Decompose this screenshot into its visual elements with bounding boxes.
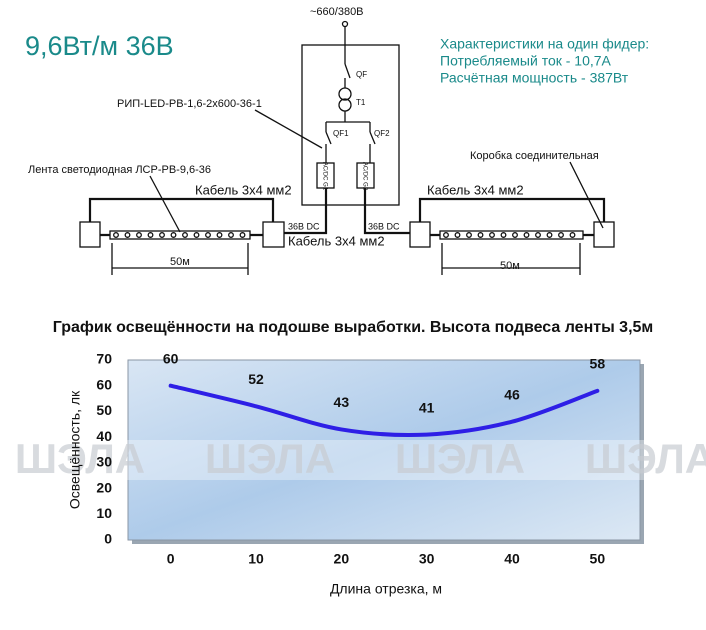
led xyxy=(512,232,518,238)
wire xyxy=(325,111,371,132)
leader xyxy=(149,175,181,233)
box xyxy=(262,221,285,248)
label: Лента светодиодная ЛСР-PB-9,6-36 xyxy=(28,164,211,176)
label: T1 xyxy=(356,98,366,107)
led xyxy=(159,232,165,238)
leds xyxy=(113,232,576,238)
data-label: 58 xyxy=(590,356,606,372)
x-tick-label: 20 xyxy=(334,551,350,567)
x-tick-label: 40 xyxy=(504,551,520,567)
dc-label: 36В DC xyxy=(288,221,320,231)
label: Коробка соединительная xyxy=(470,150,599,162)
plot-area xyxy=(127,359,641,541)
x-tick-label: 10 xyxy=(248,551,264,567)
cable xyxy=(88,188,606,237)
y-tick-label: 60 xyxy=(96,376,112,392)
y-axis-label: Освещённость, лк xyxy=(67,390,83,509)
leader xyxy=(254,109,323,149)
box xyxy=(79,221,101,248)
led xyxy=(228,232,234,238)
spec: Расчётная мощность - 387Вт xyxy=(440,70,629,86)
led xyxy=(239,232,246,238)
heading: 9,6Вт/м 36В xyxy=(25,31,174,61)
terminal xyxy=(341,20,349,28)
dimension xyxy=(111,243,581,275)
led xyxy=(443,232,449,238)
y-tick-label: 10 xyxy=(96,505,112,521)
led xyxy=(454,232,461,238)
led xyxy=(193,232,200,238)
watermark-text: ШЭЛА xyxy=(585,435,706,482)
led xyxy=(170,232,177,238)
data-label: 60 xyxy=(163,350,179,366)
diagram: 9,6Вт/м 36В Характеристики на один фидер… xyxy=(25,6,649,275)
spec: Характеристики на один фидер: xyxy=(440,36,649,52)
breaker xyxy=(344,63,351,79)
led xyxy=(113,232,119,238)
spec: Потребляемый ток - 10,7А xyxy=(440,53,612,69)
watermark-text: ШЭЛА xyxy=(205,435,335,482)
cable-label: Кабель 3х4 мм2 xyxy=(427,182,524,197)
y-tick-label: 40 xyxy=(96,428,112,444)
led xyxy=(558,232,564,238)
data-label: 43 xyxy=(334,394,350,410)
breaker xyxy=(325,131,376,163)
watermark: ШЭЛА ШЭЛА ШЭЛА ШЭЛА xyxy=(0,435,706,482)
y-tick-label: 0 xyxy=(104,531,112,547)
psu-label: AC/DC G2 xyxy=(361,162,367,191)
led xyxy=(136,232,142,238)
x-tick-label: 30 xyxy=(419,551,435,567)
led xyxy=(182,232,188,238)
x-axis-label: Длина отрезка, м xyxy=(330,581,442,597)
data-label: 52 xyxy=(248,371,264,387)
cable-label: Кабель 3х4 мм2 xyxy=(288,233,385,248)
led xyxy=(466,232,472,238)
led xyxy=(535,232,541,238)
y-tick-label: 70 xyxy=(96,351,112,367)
supply: ~660/380В xyxy=(310,6,364,18)
chart-title: График освещённости на подошве выработки… xyxy=(53,319,654,336)
cabinet xyxy=(301,44,400,206)
label: QF xyxy=(356,70,367,79)
watermark-text: ШЭЛА xyxy=(395,435,525,482)
data-label: 46 xyxy=(504,386,520,402)
led xyxy=(477,232,484,238)
led xyxy=(489,232,495,238)
y-tick-label: 20 xyxy=(96,479,112,495)
box xyxy=(593,221,615,248)
led xyxy=(124,232,131,238)
led xyxy=(569,232,576,238)
label: РИП-LED-PB-1,6-2x600-36-1 xyxy=(117,98,262,110)
x-tick-label: 50 xyxy=(590,551,606,567)
length: 50м xyxy=(500,260,520,272)
length: 50м xyxy=(170,256,190,268)
dc-label: 36В DC xyxy=(368,221,400,231)
label: QF1 xyxy=(333,129,349,138)
box xyxy=(409,221,431,248)
led xyxy=(205,232,211,238)
led xyxy=(500,232,507,238)
cable-label: Кабель 3х4 мм2 xyxy=(195,182,292,197)
led xyxy=(546,232,553,238)
label: QF2 xyxy=(374,129,390,138)
line xyxy=(168,383,600,437)
led xyxy=(523,232,530,238)
psu-label: AC/DC G1 xyxy=(321,162,327,191)
led xyxy=(216,232,223,238)
y-tick-label: 50 xyxy=(96,402,112,418)
led xyxy=(147,232,154,238)
watermark-text: ШЭЛА xyxy=(15,435,145,482)
leader xyxy=(569,161,604,229)
x-tick-label: 0 xyxy=(167,551,175,567)
transformer xyxy=(338,87,352,101)
transformer xyxy=(338,98,352,112)
data-label: 41 xyxy=(419,399,435,415)
y-tick-label: 30 xyxy=(96,454,112,470)
watermark-band xyxy=(0,440,706,480)
